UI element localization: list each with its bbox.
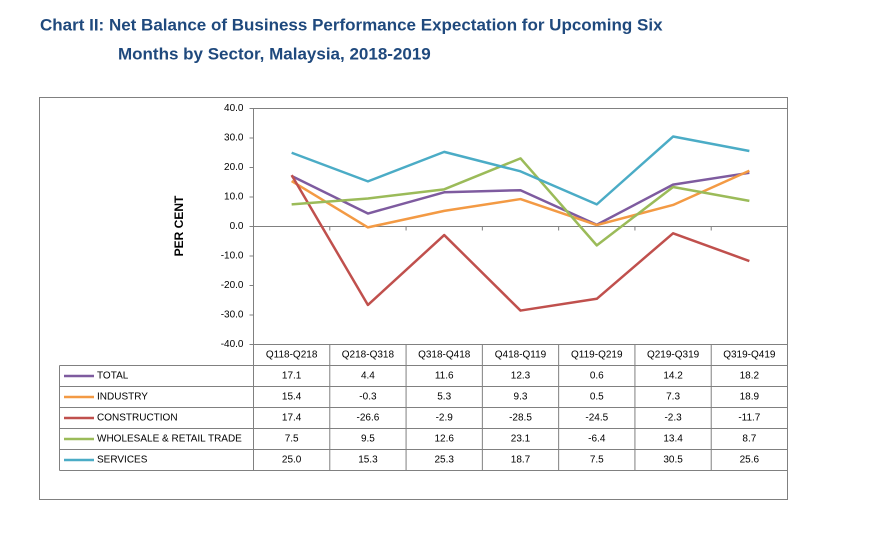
y-tick-label: 20.0 (224, 162, 244, 173)
legend-label: SERVICES (97, 455, 148, 466)
y-tick-label: -20.0 (221, 280, 244, 291)
table-value: -28.5 (509, 413, 532, 424)
table-value: 7.5 (285, 434, 299, 445)
x-tick-label: Q319-Q419 (723, 350, 776, 361)
table-value: 15.3 (358, 455, 378, 466)
table-value: 23.1 (511, 434, 531, 445)
table-value: 11.6 (435, 371, 454, 382)
series-line (291, 171, 750, 226)
table-value: 7.3 (666, 392, 680, 403)
chart-title: Chart II: Net Balance of Business Perfor… (40, 15, 663, 34)
y-tick-label: -10.0 (221, 251, 244, 262)
table-value: 7.5 (590, 455, 604, 466)
x-tick-label: Q418-Q119 (495, 350, 547, 361)
table-value: 18.7 (511, 455, 531, 466)
y-axis-label: PER CENT (172, 195, 186, 256)
table-value: -11.7 (738, 413, 760, 424)
table-value: -24.5 (585, 413, 608, 424)
legend-label: CONSTRUCTION (97, 413, 178, 424)
table-value: 9.5 (361, 434, 375, 445)
table-value: 30.5 (663, 455, 683, 466)
table-value: 8.7 (742, 434, 756, 445)
table-value: -26.6 (357, 413, 380, 424)
table-value: -2.9 (436, 413, 454, 424)
x-tick-label: Q218-Q318 (342, 350, 395, 361)
y-tick-label: 40.0 (224, 103, 244, 114)
y-tick-label: 30.0 (224, 133, 244, 144)
y-tick-label: -30.0 (221, 310, 244, 321)
table-value: 5.3 (437, 392, 451, 403)
table-value: 18.2 (740, 371, 760, 382)
table-value: 13.4 (663, 434, 683, 445)
x-tick-label: Q119-Q219 (571, 350, 623, 361)
x-tick-label: Q118-Q218 (266, 350, 318, 361)
x-tick-label: Q318-Q418 (418, 350, 471, 361)
table-value: 14.2 (663, 371, 683, 382)
y-tick-label: 0.0 (230, 221, 244, 232)
table-value: 25.0 (282, 455, 302, 466)
table-value: 17.4 (282, 413, 302, 424)
table-value: 25.6 (740, 455, 760, 466)
table-value: 4.4 (361, 371, 375, 382)
y-tick-label: -40.0 (221, 339, 244, 350)
table-value: 0.5 (590, 392, 604, 403)
table-value: 18.9 (740, 392, 760, 403)
legend-label: TOTAL (97, 371, 129, 382)
table-value: 12.6 (434, 434, 454, 445)
table-value: -6.4 (588, 434, 606, 445)
table-value: 25.3 (434, 455, 454, 466)
y-tick-label: 10.0 (224, 192, 244, 203)
table-value: 12.3 (511, 371, 531, 382)
table-value: -2.3 (664, 413, 682, 424)
series-line (290, 169, 750, 229)
table-value: 9.3 (514, 392, 528, 403)
legend-label: WHOLESALE & RETAIL TRADE (97, 434, 242, 445)
legend-label: INDUSTRY (97, 392, 148, 403)
series-line (291, 135, 750, 206)
table-value: 17.1 (282, 371, 302, 382)
chart-title: Months by Sector, Malaysia, 2018-2019 (118, 44, 431, 63)
table-value: -0.3 (359, 392, 377, 403)
table-value: 15.4 (282, 392, 302, 403)
series-line (291, 157, 750, 247)
table-value: 0.6 (590, 371, 604, 382)
series-line (290, 174, 750, 312)
x-tick-label: Q219-Q319 (647, 350, 700, 361)
